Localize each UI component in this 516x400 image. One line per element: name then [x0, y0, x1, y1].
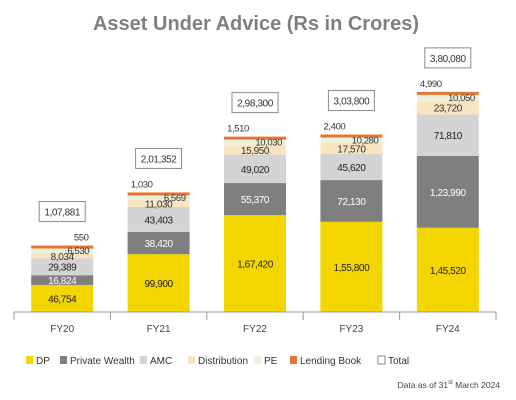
bar-dp-fy20 [31, 284, 94, 312]
label-lending-book-fy22: 1,510 [227, 124, 249, 135]
legend-label-lending-book: Lending Book [300, 356, 362, 367]
label-distribution-fy24: 23,720 [434, 104, 463, 115]
bar-amc-fy23 [320, 153, 383, 181]
legend: DP Private Wealth AMC Distribution PE Lending… [26, 355, 409, 367]
label-distribution-fy23: 17,570 [337, 145, 366, 156]
total-label-fy24: 3,80,080 [430, 54, 467, 65]
bar-amc-fy24 [416, 114, 479, 157]
legend-swatch-pe [254, 356, 261, 364]
bar-private-wealth-fy22 [224, 183, 286, 216]
bar-distribution-fy24 [416, 100, 479, 115]
label-dp-fy21: 99,900 [145, 279, 174, 290]
bar-dp-fy23 [320, 221, 383, 312]
bar-lending-book-fy23 [320, 134, 383, 138]
legend-swatch-dp [26, 356, 33, 364]
bar-distribution-fy21 [127, 200, 190, 207]
label-lending-book-fy23: 2,400 [324, 122, 346, 133]
label-distribution-fy20: 8,034 [51, 252, 75, 263]
x-tick-label-fy24: FY24 [436, 324, 460, 335]
bar-amc-fy20 [31, 258, 94, 276]
x-tick-label-fy21: FY21 [147, 324, 171, 335]
total-box-fy24 [424, 47, 472, 69]
total-box-fy21 [135, 147, 183, 169]
label-dp-fy20: 46,754 [48, 294, 77, 305]
bar-dp-fy22 [224, 215, 286, 312]
label-dp-fy22: 1,67,420 [237, 260, 274, 271]
total-box-fy23 [327, 90, 375, 112]
label-pe-fy22: 10,030 [255, 138, 282, 149]
label-lending-book-fy20: 550 [74, 233, 89, 244]
label-distribution-fy22: 15,950 [241, 146, 270, 157]
legend-swatch-amc [140, 356, 147, 364]
bar-dp-fy21 [127, 254, 190, 312]
legend-swatch-total [377, 355, 386, 365]
label-private-wealth-fy20: 16,824 [48, 276, 77, 287]
total-label-fy20: 1,07,881 [44, 208, 81, 219]
bar-private-wealth-fy20 [31, 275, 94, 285]
bar-private-wealth-fy21 [127, 231, 190, 255]
bar-lending-book-fy22 [224, 136, 286, 140]
bar-pe-fy24 [416, 94, 479, 101]
legend-swatch-lending-book [290, 356, 297, 364]
legend-swatch-distribution [188, 356, 195, 364]
label-pe-fy21: 6,569 [164, 193, 186, 204]
bar-distribution-fy23 [320, 143, 383, 154]
bar-amc-fy21 [127, 206, 190, 232]
bar-private-wealth-fy23 [320, 180, 383, 222]
footnote-suffix: March 2024 [453, 380, 501, 390]
label-private-wealth-fy21: 38,420 [145, 239, 174, 250]
bar-lending-book-fy21 [127, 192, 190, 196]
label-lending-book-fy21: 1,030 [131, 179, 153, 190]
bar-pe-fy20 [31, 248, 94, 254]
total-box-fy20 [38, 201, 86, 223]
label-amc-fy23: 45,620 [337, 163, 366, 174]
legend-label-amc: AMC [150, 356, 172, 367]
legend-label-total: Total [388, 356, 409, 367]
total-label-fy22: 2,98,300 [237, 99, 274, 110]
bar-lending-book-fy20 [31, 245, 94, 249]
label-amc-fy21: 43,403 [145, 215, 174, 226]
label-pe-fy24: 10,050 [448, 93, 475, 104]
bar-amc-fy22 [224, 154, 286, 184]
footnote-prefix: Data as of 31 [398, 380, 449, 390]
bar-dp-fy24 [416, 227, 479, 312]
bar-distribution-fy22 [224, 145, 286, 155]
data-date-footnote: Data as of 31st March 2024 [398, 380, 501, 390]
total-box-fy22 [231, 92, 279, 114]
label-amc-fy22: 49,020 [241, 165, 270, 176]
legend-label-pe: PE [264, 356, 278, 367]
label-private-wealth-fy23: 72,130 [337, 197, 366, 208]
bar-distribution-fy20 [31, 253, 94, 259]
legend-swatch-private-wealth [60, 356, 67, 364]
label-private-wealth-fy24: 1,23,990 [430, 188, 467, 199]
x-tick-label-fy23: FY23 [339, 324, 363, 335]
x-axis: FY20 FY21 FY22 FY23 FY24 [13, 311, 497, 335]
label-distribution-fy21: 11,030 [145, 200, 173, 211]
footnote-superscript: st [448, 380, 453, 386]
total-label-fy23: 3,03,800 [334, 97, 371, 108]
bar-pe-fy23 [320, 137, 383, 144]
label-amc-fy20: 29,389 [48, 263, 77, 274]
bar-pe-fy22 [224, 139, 286, 146]
legend-label-private-wealth: Private Wealth [70, 356, 135, 367]
x-tick-label-fy22: FY22 [243, 324, 267, 335]
label-pe-fy20: 6,530 [67, 246, 89, 257]
chart-title: Asset Under Advice (Rs in Crores) [93, 13, 419, 35]
label-amc-fy24: 71,810 [434, 131, 463, 142]
bar-pe-fy21 [127, 195, 190, 201]
label-pe-fy23: 10,280 [352, 136, 379, 147]
bar-lending-book-fy24 [416, 91, 479, 95]
total-label-fy21: 2,01,352 [141, 154, 178, 165]
label-dp-fy23: 1,55,800 [334, 263, 371, 274]
label-lending-book-fy24: 4,990 [420, 79, 442, 90]
label-dp-fy24: 1,45,520 [430, 266, 467, 277]
label-private-wealth-fy22: 55,370 [241, 195, 270, 206]
bar-private-wealth-fy24 [416, 156, 479, 228]
legend-label-dp: DP [36, 356, 50, 367]
legend-label-distribution: Distribution [198, 356, 248, 367]
x-tick-label-fy20: FY20 [50, 324, 74, 335]
